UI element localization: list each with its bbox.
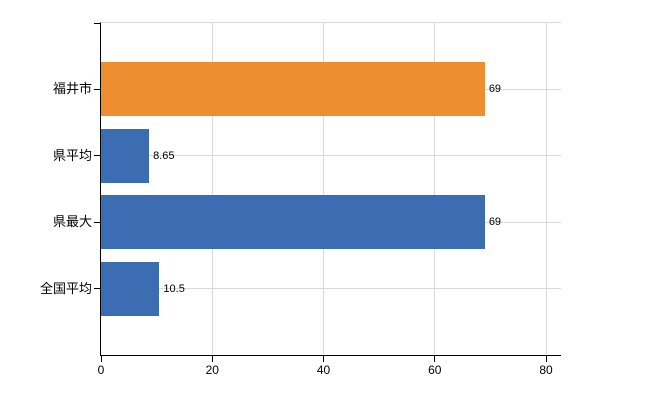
y-axis-tick	[94, 155, 100, 157]
bar-value-label: 10.5	[163, 282, 185, 295]
x-gridline	[211, 23, 213, 355]
y-axis-end-tick	[94, 23, 100, 24]
bar-value-label: 69	[488, 83, 502, 96]
x-gridline	[545, 23, 547, 355]
x-axis-tick	[323, 356, 324, 362]
x-tick-label: 0	[97, 363, 105, 377]
y-gridline	[101, 155, 561, 157]
x-axis-tick	[545, 356, 547, 362]
plot-area: 0 20 40 60 80 福井市 69 県平均 8.65 県最大 69 全国平均 10.5	[40, 22, 561, 377]
y-gridline	[101, 288, 561, 290]
category-label: 県最大	[52, 214, 92, 230]
x-tick-label: 60	[428, 363, 442, 377]
bar	[101, 128, 150, 183]
x-axis-tick	[211, 356, 213, 362]
x-gridline	[323, 23, 324, 355]
x-gridline	[434, 23, 436, 355]
category-label: 福井市	[52, 81, 92, 97]
y-axis-tick	[94, 221, 100, 223]
category-label: 県平均	[52, 147, 92, 163]
x-tick-label: 20	[205, 363, 219, 377]
bar	[101, 62, 485, 117]
x-tick-label: 80	[539, 363, 553, 377]
x-axis-tick	[100, 356, 102, 362]
x-tick-label: 40	[316, 363, 331, 377]
category-label: 全国平均	[39, 280, 92, 296]
bar-value-label: 69	[488, 216, 502, 229]
bar	[101, 261, 160, 316]
bar	[101, 195, 485, 250]
y-axis-tick	[94, 288, 100, 290]
y-axis-tick	[94, 88, 100, 90]
bar-value-label: 8.65	[153, 149, 175, 162]
x-axis-tick	[434, 356, 436, 362]
